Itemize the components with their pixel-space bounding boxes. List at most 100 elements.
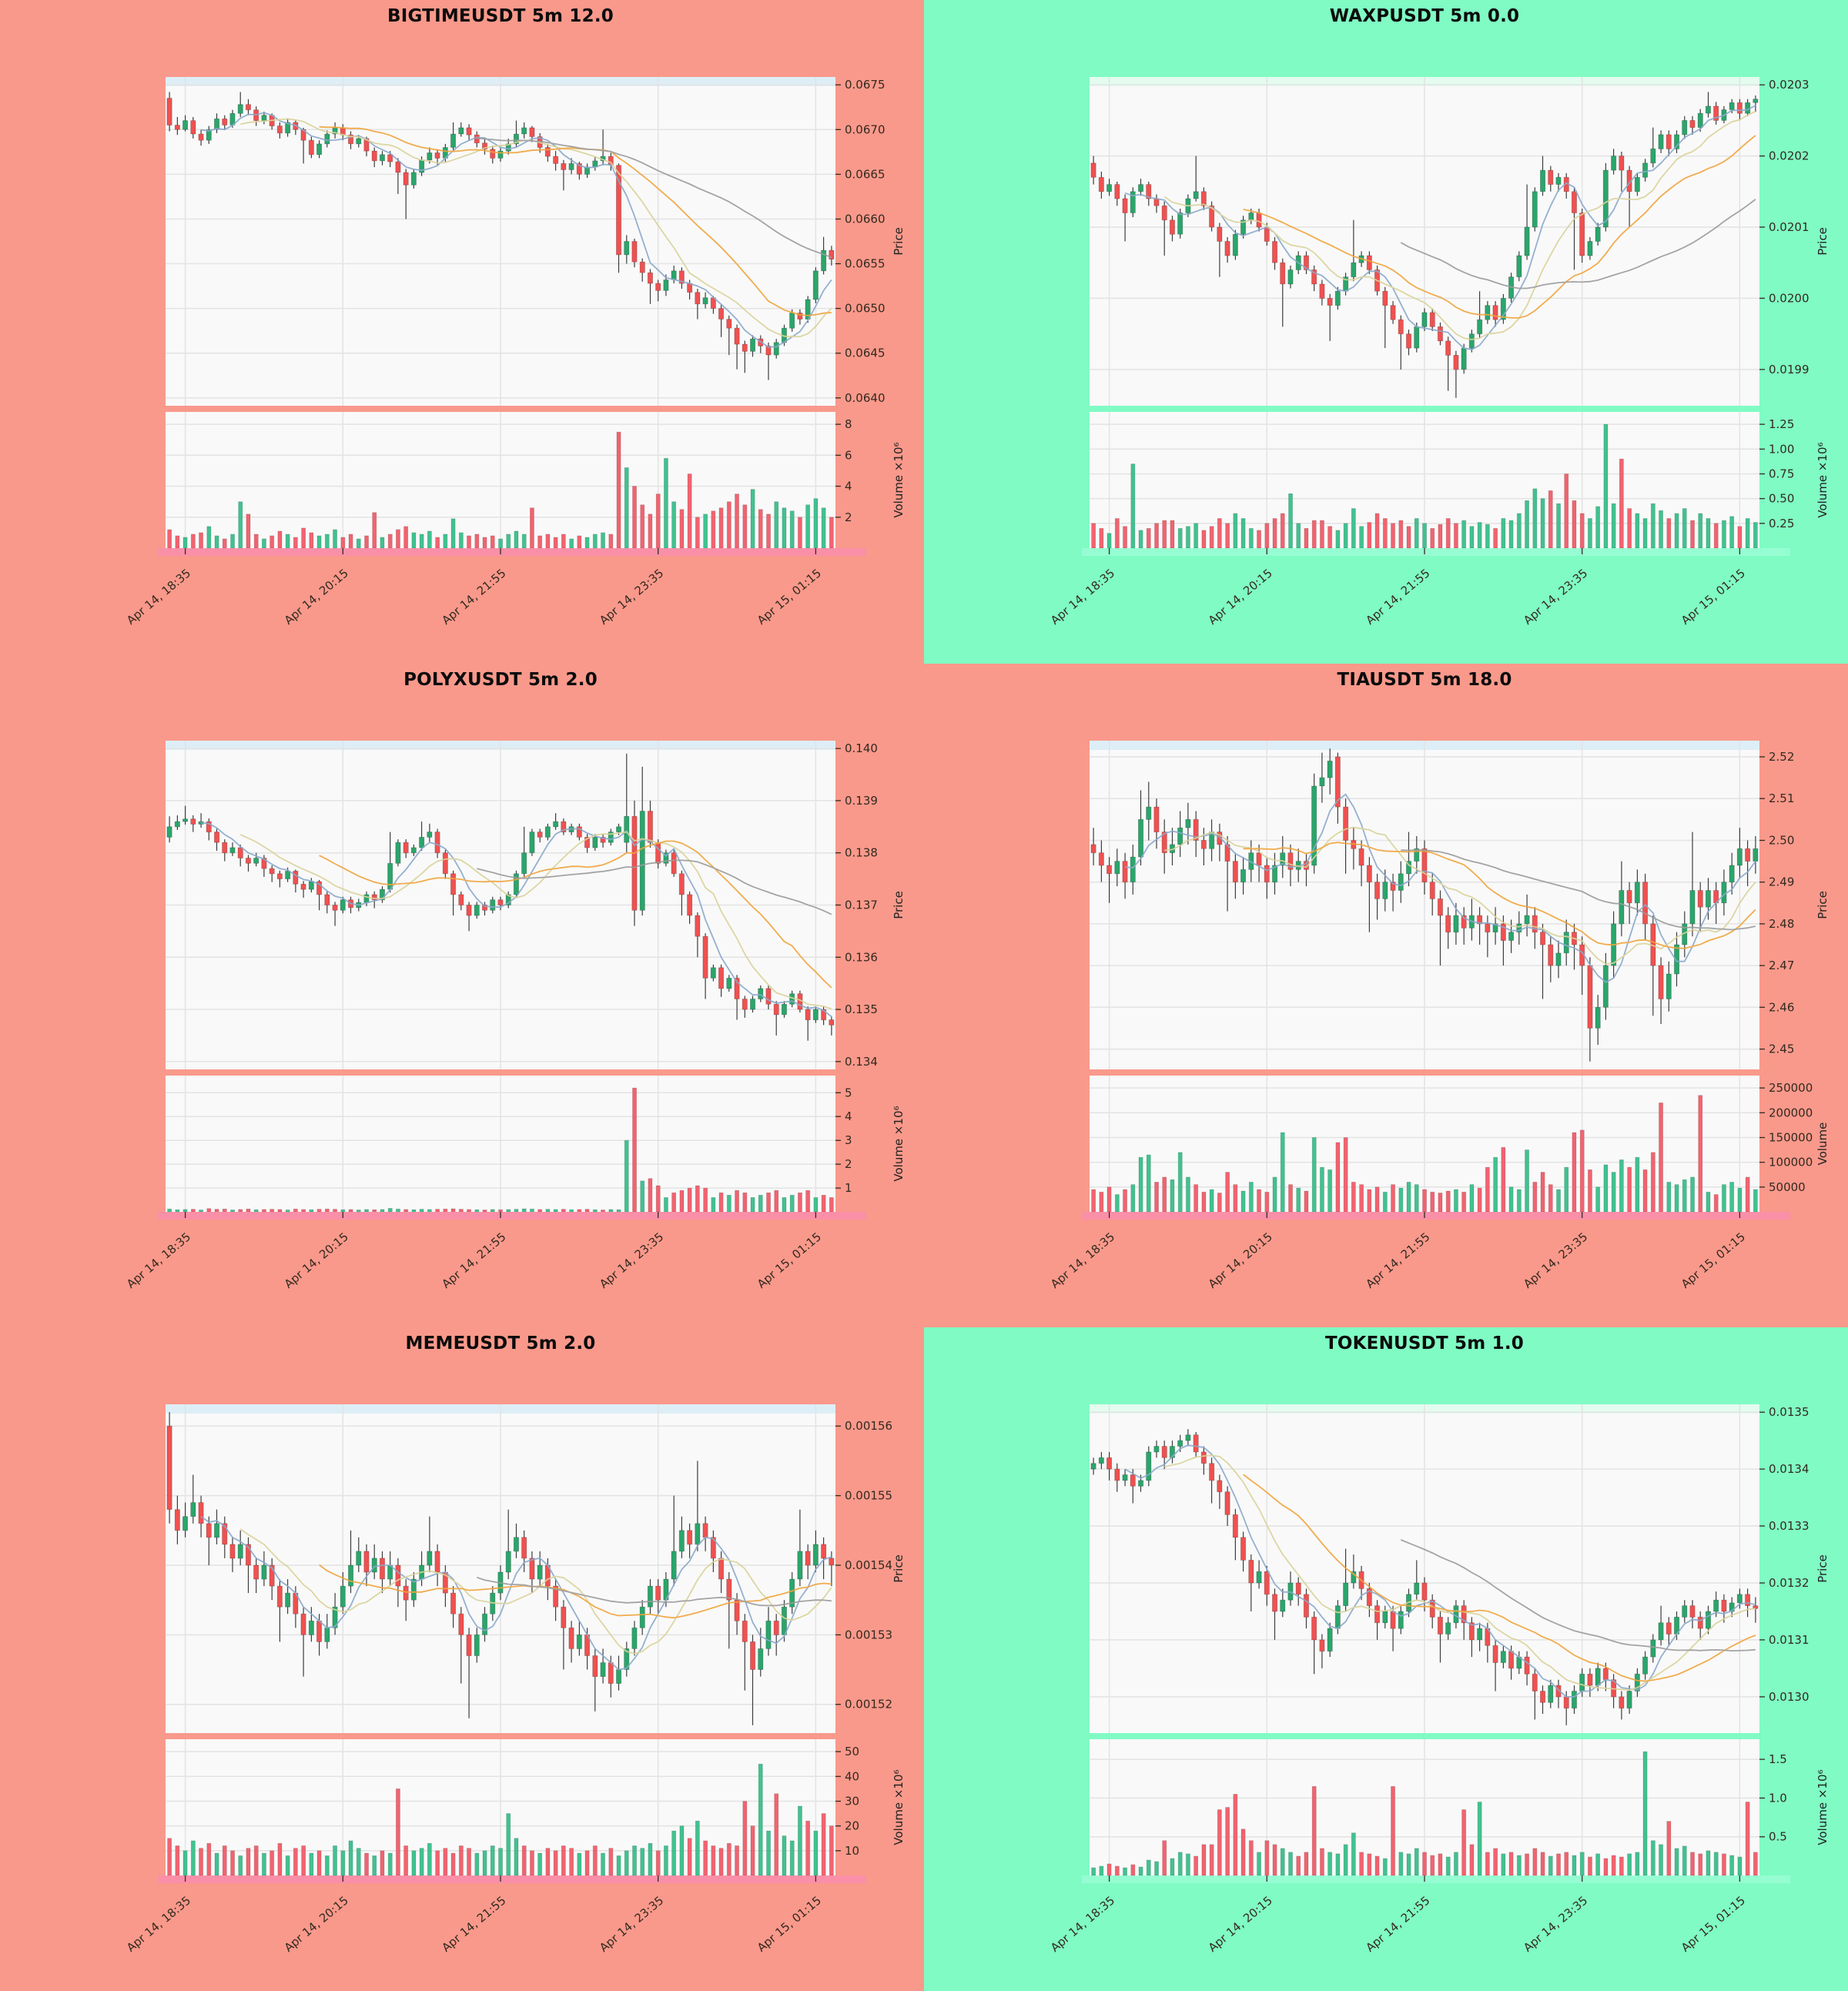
svg-text:1: 1 <box>845 1181 852 1195</box>
x-axis: Apr 14, 18:35 Apr 14, 20:15 Apr 14, 21:55 A… <box>1048 1212 1748 1291</box>
price-volume-chart: 2.52 2.51 2.50 2.49 2.48 2.47 2.46 2.45 Price 500… <box>1048 741 1830 1291</box>
svg-text:0.25: 0.25 <box>1769 517 1794 530</box>
chart-cell-tiausdt: TIAUSDT 5m 18.0 2.52 2.51 2.50 2.49 2.48 2.47… <box>924 664 1848 1327</box>
volume-axis: 0.25 0.50 0.75 1.00 1.25 Volume ×10⁶ <box>1759 417 1830 530</box>
svg-text:Apr 15, 01:15: Apr 15, 01:15 <box>1679 566 1748 627</box>
candlesticks <box>1090 1429 1759 1725</box>
moving-average-lines <box>1124 105 1756 350</box>
svg-text:Apr 14, 18:35: Apr 14, 18:35 <box>1048 1230 1117 1291</box>
svg-text:0.0200: 0.0200 <box>1769 291 1810 305</box>
volume-axis: 2 4 6 8 Volume ×10⁶ <box>835 417 906 524</box>
svg-text:Apr 14, 18:35: Apr 14, 18:35 <box>124 1893 193 1955</box>
candlesticks <box>1090 92 1759 398</box>
figure-bottom-strip <box>158 1212 866 1220</box>
svg-text:0.5: 0.5 <box>1769 1830 1787 1844</box>
svg-text:200000: 200000 <box>1769 1106 1813 1119</box>
svg-text:Apr 14, 23:35: Apr 14, 23:35 <box>1521 1893 1590 1955</box>
chart-cell-memeusdt: MEMEUSDT 5m 2.0 0.00156 0.00155 0.00154 0.0… <box>0 1327 924 1991</box>
x-axis: Apr 14, 18:35 Apr 14, 20:15 Apr 14, 21:55 A… <box>1048 548 1748 627</box>
svg-text:Apr 14, 23:35: Apr 14, 23:35 <box>597 1230 666 1291</box>
price-axis-label: Price <box>892 891 906 919</box>
price-volume-chart: 0.140 0.139 0.138 0.137 0.136 0.135 0.134 Price… <box>124 741 906 1291</box>
volume-axis: 1 2 3 4 5 Volume ×10⁶ <box>835 1086 906 1195</box>
svg-text:2.51: 2.51 <box>1769 791 1794 805</box>
svg-text:0.0655: 0.0655 <box>845 257 886 271</box>
volume-bars <box>1091 1095 1758 1213</box>
figure-bottom-strip <box>1082 548 1790 556</box>
price-axis: 0.0135 0.0134 0.0133 0.0132 0.0131 0.0130 Pric… <box>1759 1405 1830 1704</box>
svg-text:0.0650: 0.0650 <box>845 302 886 316</box>
candlesticks <box>166 753 835 1041</box>
svg-text:50: 50 <box>845 1745 859 1758</box>
price-axis-label: Price <box>892 1554 906 1583</box>
price-axis-label: Price <box>1816 1554 1830 1583</box>
moving-average-lines <box>200 1515 832 1671</box>
x-axis: Apr 14, 18:35 Apr 14, 20:15 Apr 14, 21:55 A… <box>124 1212 824 1291</box>
svg-text:4: 4 <box>845 1109 852 1123</box>
svg-text:0.0132: 0.0132 <box>1769 1576 1810 1590</box>
svg-text:1.25: 1.25 <box>1769 417 1794 431</box>
svg-text:Apr 14, 18:35: Apr 14, 18:35 <box>124 566 193 627</box>
svg-text:0.0670: 0.0670 <box>845 122 886 136</box>
grid-lines <box>1090 1404 1759 1876</box>
volume-axis-label: Volume ×10⁶ <box>892 1769 906 1845</box>
svg-text:10: 10 <box>845 1844 859 1858</box>
svg-text:0.0203: 0.0203 <box>1769 78 1810 92</box>
svg-text:0.0201: 0.0201 <box>1769 220 1810 234</box>
svg-text:Apr 15, 01:15: Apr 15, 01:15 <box>755 566 824 627</box>
svg-text:0.0202: 0.0202 <box>1769 149 1810 163</box>
svg-text:0.00155: 0.00155 <box>845 1489 892 1503</box>
svg-text:Apr 14, 21:55: Apr 14, 21:55 <box>1363 1893 1432 1955</box>
svg-text:100000: 100000 <box>1769 1156 1813 1170</box>
price-volume-chart: 0.0203 0.0202 0.0201 0.0200 0.0199 Price 0.25 0… <box>1048 77 1830 627</box>
svg-text:0.138: 0.138 <box>845 846 878 860</box>
svg-text:5: 5 <box>845 1086 852 1099</box>
svg-text:0.136: 0.136 <box>845 950 878 964</box>
chart-title: TIAUSDT 5m 18.0 <box>1337 670 1512 690</box>
moving-average-lines <box>200 821 832 1018</box>
svg-text:0.137: 0.137 <box>845 898 878 912</box>
svg-text:0.140: 0.140 <box>845 741 878 755</box>
figure-bottom-strip <box>1082 1876 1790 1883</box>
svg-text:Apr 14, 21:55: Apr 14, 21:55 <box>1363 566 1432 627</box>
svg-text:0.0640: 0.0640 <box>845 391 886 405</box>
chart-cell-bigtimeusdt: BIGTIMEUSDT 5m 12.0 0.0675 0.0670 0.0665 0.… <box>0 0 924 664</box>
svg-text:0.0133: 0.0133 <box>1769 1519 1810 1533</box>
price-axis-label: Price <box>1816 227 1830 256</box>
figure-bottom-strip <box>1082 1212 1790 1220</box>
svg-text:0.0645: 0.0645 <box>845 346 886 360</box>
svg-text:Apr 14, 21:55: Apr 14, 21:55 <box>439 1230 508 1291</box>
svg-text:0.0134: 0.0134 <box>1769 1462 1810 1476</box>
svg-text:0.00154: 0.00154 <box>845 1558 892 1572</box>
chart-cell-waxpusdt: WAXPUSDT 5m 0.0 0.0203 0.0202 0.0201 0.0200… <box>924 0 1848 664</box>
svg-text:2.48: 2.48 <box>1769 917 1794 931</box>
volume-bars <box>167 431 834 549</box>
volume-bars <box>167 1087 834 1213</box>
svg-text:50000: 50000 <box>1769 1180 1806 1194</box>
figure-bottom-strip <box>158 1876 866 1883</box>
moving-average-lines <box>1125 793 1756 983</box>
chart-cell-tokenusdt: TOKENUSDT 5m 1.0 0.0135 0.0134 0.0133 0.013… <box>924 1327 1848 1991</box>
svg-text:Apr 14, 20:15: Apr 14, 20:15 <box>282 1893 351 1955</box>
svg-text:250000: 250000 <box>1769 1081 1813 1095</box>
x-axis: Apr 14, 18:35 Apr 14, 20:15 Apr 14, 21:55 A… <box>124 1876 824 1955</box>
svg-text:0.00152: 0.00152 <box>845 1698 892 1712</box>
svg-text:0.0199: 0.0199 <box>1769 363 1810 376</box>
chart-title: POLYXUSDT 5m 2.0 <box>403 670 598 690</box>
volume-bars <box>1091 1751 1758 1876</box>
svg-text:Apr 14, 18:35: Apr 14, 18:35 <box>124 1230 193 1291</box>
price-axis: 0.140 0.139 0.138 0.137 0.136 0.135 0.134 Price <box>835 741 906 1069</box>
svg-text:2.50: 2.50 <box>1769 834 1794 848</box>
svg-text:0.134: 0.134 <box>845 1055 878 1069</box>
svg-text:1.5: 1.5 <box>1769 1752 1787 1766</box>
volume-axis-label: Volume ×10⁶ <box>1816 442 1830 517</box>
svg-text:2: 2 <box>845 1157 852 1171</box>
svg-text:4: 4 <box>845 480 852 494</box>
svg-text:Apr 14, 23:35: Apr 14, 23:35 <box>1521 1230 1590 1291</box>
svg-text:0.0665: 0.0665 <box>845 167 886 181</box>
svg-text:2.46: 2.46 <box>1769 1000 1794 1014</box>
price-axis: 0.0203 0.0202 0.0201 0.0200 0.0199 Price <box>1759 78 1830 376</box>
volume-axis: 50000 100000 150000 200000 250000 Volume <box>1759 1081 1830 1194</box>
chart-title: WAXPUSDT 5m 0.0 <box>1329 6 1520 26</box>
